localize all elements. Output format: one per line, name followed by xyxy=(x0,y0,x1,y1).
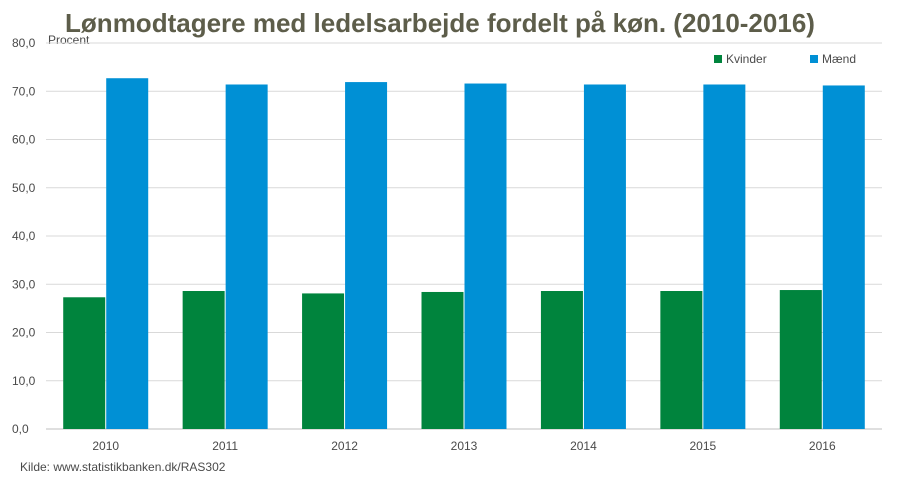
bar-maend-2013 xyxy=(464,83,507,429)
x-axis-ticks: 2010 2011 2012 2013 2014 2015 2016 xyxy=(92,439,836,453)
bar-kvinder-2010 xyxy=(63,297,106,429)
y-tick-label: 50,0 xyxy=(12,181,36,195)
bar-kvinder-2015 xyxy=(660,291,703,429)
bar-maend-2015 xyxy=(703,84,746,430)
x-tick-label: 2012 xyxy=(331,439,358,453)
y-tick-label: 10,0 xyxy=(12,374,36,388)
y-tick-label: 30,0 xyxy=(12,277,36,291)
y-tick-label: 0,0 xyxy=(12,422,29,436)
x-tick-label: 2010 xyxy=(92,439,119,453)
x-tick-label: 2015 xyxy=(690,439,717,453)
y-tick-label: 70,0 xyxy=(12,84,36,98)
legend-swatch xyxy=(810,55,818,63)
bar-maend-2016 xyxy=(822,85,865,430)
legend: Kvinder Mænd xyxy=(714,52,856,66)
chart-title: Lønmodtagere med ledelsarbejde fordelt p… xyxy=(65,8,815,38)
legend-swatch xyxy=(714,55,722,63)
x-tick-label: 2013 xyxy=(451,439,478,453)
y-tick-label: 20,0 xyxy=(12,326,36,340)
y-tick-label: 80,0 xyxy=(12,36,36,50)
bar-kvinder-2013 xyxy=(421,291,464,429)
x-tick-label: 2016 xyxy=(809,439,836,453)
bar-maend-2010 xyxy=(106,78,149,429)
bar-kvinder-2011 xyxy=(182,291,225,429)
y-axis-label: Procent xyxy=(48,33,90,47)
bar-kvinder-2012 xyxy=(302,293,345,429)
y-tick-label: 40,0 xyxy=(12,229,36,243)
bar-kvinder-2016 xyxy=(779,290,822,429)
bar-kvinder-2014 xyxy=(540,291,583,429)
legend-label: Mænd xyxy=(822,52,856,66)
gridlines xyxy=(46,42,882,430)
y-axis-ticks: 0,0 10,0 20,0 30,0 40,0 50,0 60,0 70,0 80,0 xyxy=(12,36,36,436)
bar-maend-2012 xyxy=(345,82,388,430)
bar-maend-2011 xyxy=(225,84,268,430)
bars xyxy=(63,78,865,430)
y-tick-label: 60,0 xyxy=(12,133,36,147)
x-tick-label: 2011 xyxy=(212,439,238,453)
x-tick-label: 2014 xyxy=(570,439,597,453)
source-note: Kilde: www.statistikbanken.dk/RAS302 xyxy=(20,460,226,474)
legend-label: Kvinder xyxy=(726,52,767,66)
bar-maend-2014 xyxy=(583,84,626,430)
